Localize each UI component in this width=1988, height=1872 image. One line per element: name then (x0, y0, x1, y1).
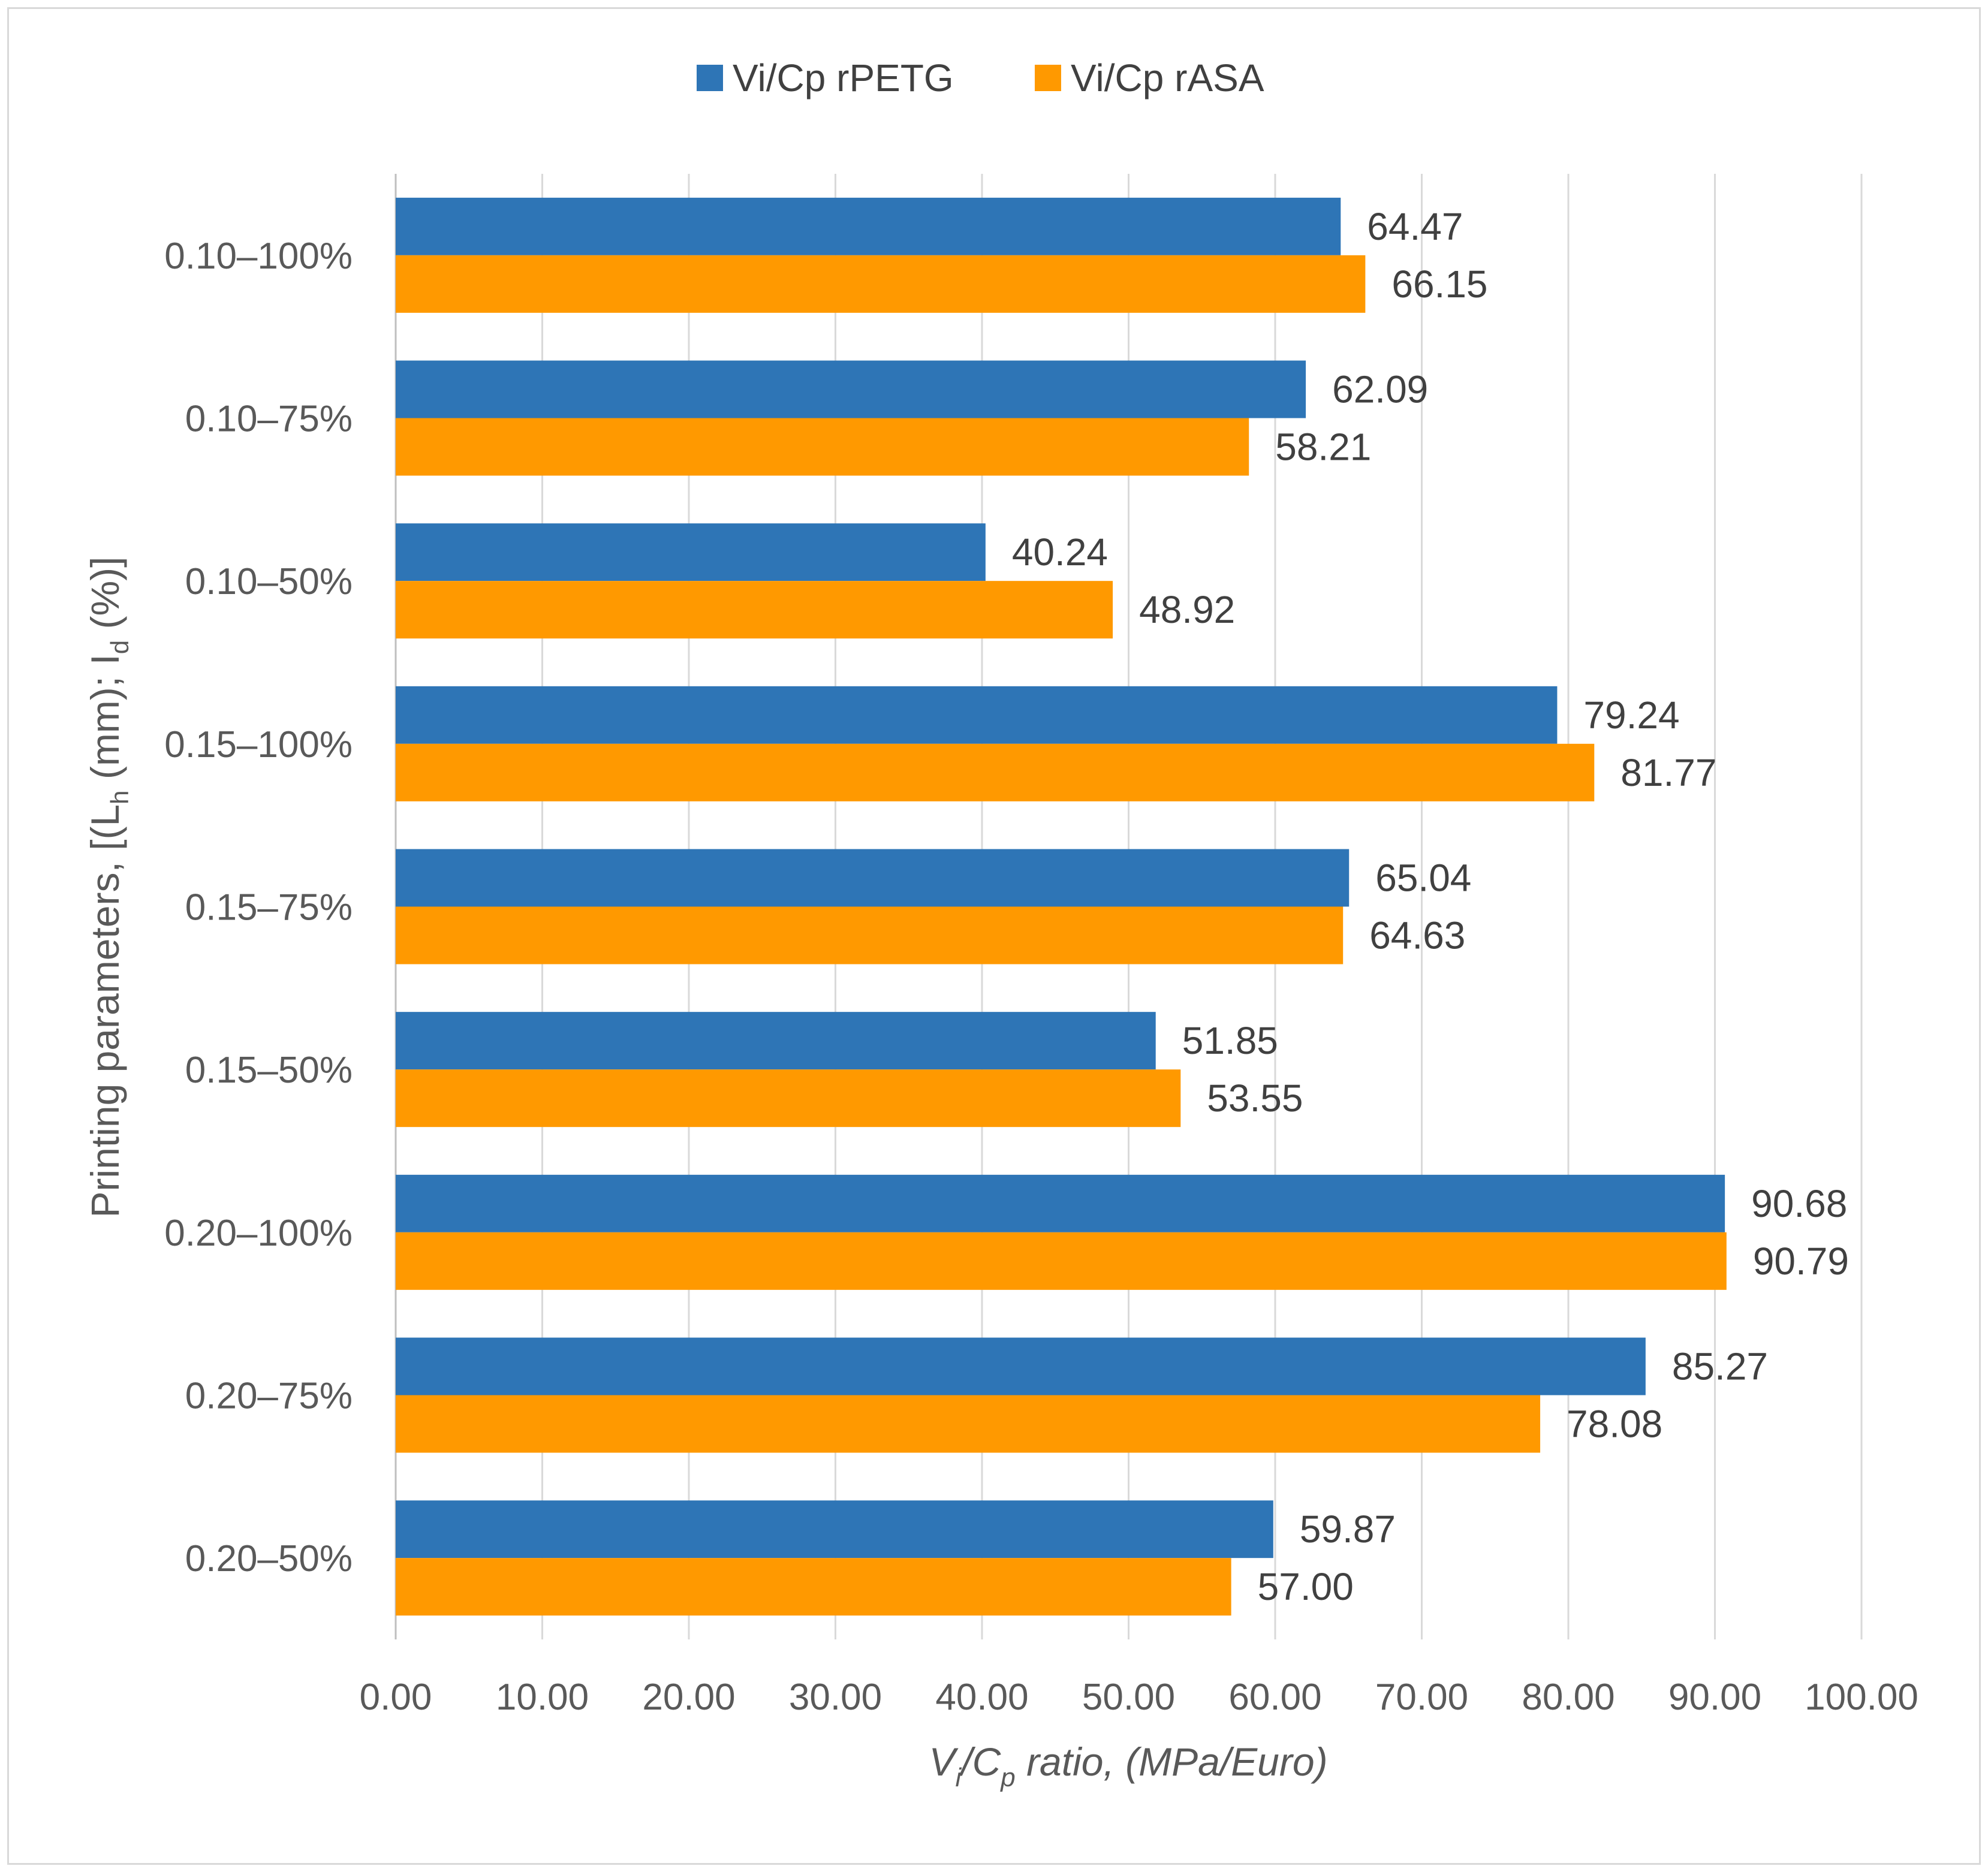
bar-rpetg (396, 360, 1306, 418)
legend-marker-rasa (1035, 65, 1061, 91)
data-labels: 64.47 66.15 62.09 58.21 40.24 48.92 79.24 81.77… (1012, 205, 1849, 1608)
data-label: 90.68 (1751, 1182, 1847, 1225)
data-label: 65.04 (1375, 857, 1471, 900)
data-label: 40.24 (1012, 530, 1108, 574)
x-tick-label: 50.00 (1082, 1677, 1175, 1718)
x-tick-label: 80.00 (1522, 1677, 1615, 1718)
data-label: 90.79 (1753, 1240, 1849, 1283)
bar-rasa (396, 418, 1249, 476)
data-label: 57.00 (1258, 1565, 1354, 1608)
x-tick-label: 70.00 (1375, 1677, 1468, 1718)
x-tick-label: 90.00 (1668, 1677, 1761, 1718)
bar-rpetg (396, 686, 1558, 744)
x-tick-label: 20.00 (642, 1677, 735, 1718)
x-tick-label: 100.00 (1805, 1677, 1918, 1718)
x-tick-label: 40.00 (935, 1677, 1028, 1718)
bar-rpetg (396, 1174, 1725, 1232)
x-tick-label: 60.00 (1228, 1677, 1321, 1718)
bar-rpetg (396, 523, 986, 581)
y-tick-label: 0.10–50% (185, 561, 353, 602)
data-label: 51.85 (1182, 1019, 1278, 1062)
legend-label-rpetg: Vi/Cp rPETG (733, 56, 954, 100)
y-tick-label: 0.15–75% (185, 887, 353, 929)
bar-rasa (396, 255, 1366, 313)
data-label: 62.09 (1332, 368, 1428, 411)
y-tick-label: 0.15–50% (185, 1050, 353, 1091)
bar-rasa (396, 743, 1595, 801)
bar-rasa (396, 906, 1344, 964)
y-tick-label: 0.20–75% (185, 1376, 353, 1417)
y-tick-label: 0.20–50% (185, 1538, 353, 1579)
data-label: 64.47 (1367, 205, 1463, 248)
bar-rpetg (396, 197, 1341, 255)
y-axis-tick-labels: 0.10–100% 0.10–75% 0.10–50% 0.15–100% 0.15–7… (164, 236, 353, 1579)
bar-rpetg (396, 849, 1350, 907)
x-tick-label: 10.00 (496, 1677, 589, 1718)
x-axis-tick-labels: 0.00 10.00 20.00 30.00 40.00 50.00 60.00 70.00 8… (360, 1677, 1918, 1718)
data-label: 79.24 (1583, 694, 1679, 737)
bar-rasa (396, 1232, 1727, 1290)
y-tick-label: 0.15–100% (164, 724, 353, 765)
y-tick-label: 0.10–100% (164, 236, 353, 277)
y-tick-label: 0.10–75% (185, 399, 353, 440)
bar-rpetg (396, 1012, 1156, 1070)
legend: Vi/Cp rPETG Vi/Cp rASA (697, 56, 1264, 100)
data-label: 81.77 (1620, 751, 1716, 794)
bar-rasa (396, 1069, 1181, 1128)
legend-label-rasa: Vi/Cp rASA (1071, 56, 1264, 100)
legend-marker-rpetg (697, 65, 723, 91)
y-tick-label: 0.20–100% (164, 1213, 353, 1254)
data-label: 58.21 (1275, 426, 1371, 469)
x-tick-label: 0.00 (360, 1677, 432, 1718)
data-label: 53.55 (1207, 1077, 1303, 1120)
data-label: 85.27 (1672, 1345, 1768, 1388)
bar-rpetg (396, 1500, 1273, 1559)
bar-rasa (396, 1558, 1231, 1616)
data-label: 78.08 (1567, 1403, 1662, 1446)
data-label: 48.92 (1139, 588, 1235, 631)
bar-rpetg (396, 1337, 1646, 1395)
bar-rasa (396, 1395, 1541, 1453)
x-axis-title: Vi/Cp ratio, (MPa/Euro) (929, 1740, 1327, 1792)
bars (396, 197, 1727, 1616)
data-label: 59.87 (1300, 1508, 1396, 1551)
data-label: 66.15 (1391, 263, 1487, 306)
y-axis-title: Printing parameters, [(Lh (mm); Id (%)] (83, 557, 134, 1218)
data-label: 64.63 (1369, 914, 1465, 957)
x-tick-label: 30.00 (789, 1677, 882, 1718)
bar-rasa (396, 581, 1113, 639)
